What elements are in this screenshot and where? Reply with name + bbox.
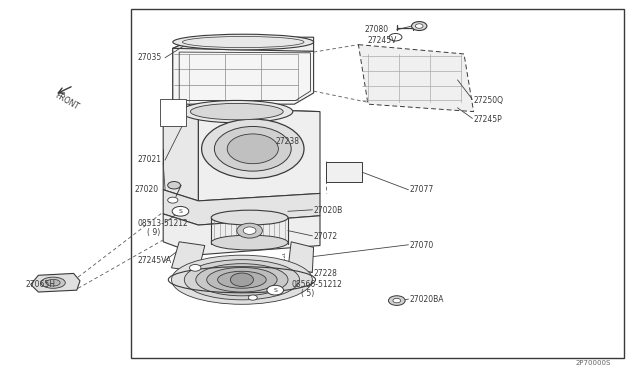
Ellipse shape (181, 100, 293, 123)
Text: 27245VA: 27245VA (138, 256, 172, 265)
Circle shape (243, 227, 256, 234)
Polygon shape (288, 242, 314, 272)
Text: 27245V: 27245V (368, 36, 397, 45)
Ellipse shape (46, 279, 60, 286)
Ellipse shape (214, 126, 291, 171)
Text: 27035: 27035 (138, 53, 162, 62)
Circle shape (189, 264, 201, 271)
Polygon shape (173, 37, 314, 63)
Ellipse shape (196, 264, 288, 296)
Text: S: S (179, 209, 182, 214)
Circle shape (168, 182, 180, 189)
Polygon shape (358, 45, 474, 112)
Text: 08566-51212: 08566-51212 (291, 280, 342, 289)
Text: ( 5): ( 5) (301, 289, 314, 298)
Text: 27020BA: 27020BA (410, 295, 444, 304)
Text: S: S (273, 288, 277, 293)
Polygon shape (198, 108, 320, 201)
Text: 27238: 27238 (275, 137, 300, 146)
Circle shape (172, 206, 189, 216)
Bar (326, 162, 362, 182)
Ellipse shape (218, 271, 266, 288)
Circle shape (415, 24, 423, 28)
Polygon shape (172, 242, 205, 272)
Circle shape (168, 197, 178, 203)
Text: 27072: 27072 (314, 232, 338, 241)
Ellipse shape (211, 210, 288, 225)
Ellipse shape (173, 34, 314, 50)
Text: 27245P: 27245P (474, 115, 502, 124)
Bar (131, 9, 624, 358)
Polygon shape (173, 37, 198, 108)
Ellipse shape (207, 267, 277, 292)
Text: 27020: 27020 (134, 185, 159, 194)
Text: 27077: 27077 (410, 185, 434, 194)
Circle shape (389, 33, 402, 41)
Text: 27250Q: 27250Q (474, 96, 504, 105)
Polygon shape (31, 273, 80, 292)
Text: 08513-51212: 08513-51212 (138, 219, 188, 228)
Ellipse shape (202, 119, 304, 179)
Circle shape (248, 295, 257, 300)
Circle shape (267, 285, 284, 295)
Polygon shape (163, 108, 320, 112)
Circle shape (237, 223, 262, 238)
Polygon shape (163, 214, 320, 255)
Text: 2P70000S: 2P70000S (576, 360, 611, 366)
Text: 27020B: 27020B (314, 206, 343, 215)
Polygon shape (163, 190, 320, 225)
Text: 27021: 27021 (138, 155, 161, 164)
Ellipse shape (191, 103, 284, 120)
Text: 27065H: 27065H (26, 280, 56, 289)
Circle shape (230, 273, 253, 286)
Ellipse shape (184, 260, 300, 300)
Ellipse shape (227, 134, 278, 164)
Text: 27228: 27228 (314, 269, 337, 278)
Text: 27070: 27070 (410, 241, 434, 250)
Circle shape (412, 22, 427, 31)
Text: ( 9): ( 9) (147, 228, 161, 237)
Polygon shape (173, 48, 314, 104)
Text: 27080: 27080 (365, 25, 389, 34)
Circle shape (388, 296, 405, 305)
Ellipse shape (41, 277, 65, 288)
Bar (160, 99, 186, 126)
Ellipse shape (211, 235, 288, 250)
Text: FRONT: FRONT (54, 91, 81, 112)
Polygon shape (163, 108, 198, 201)
Ellipse shape (172, 255, 312, 304)
Circle shape (393, 298, 401, 303)
